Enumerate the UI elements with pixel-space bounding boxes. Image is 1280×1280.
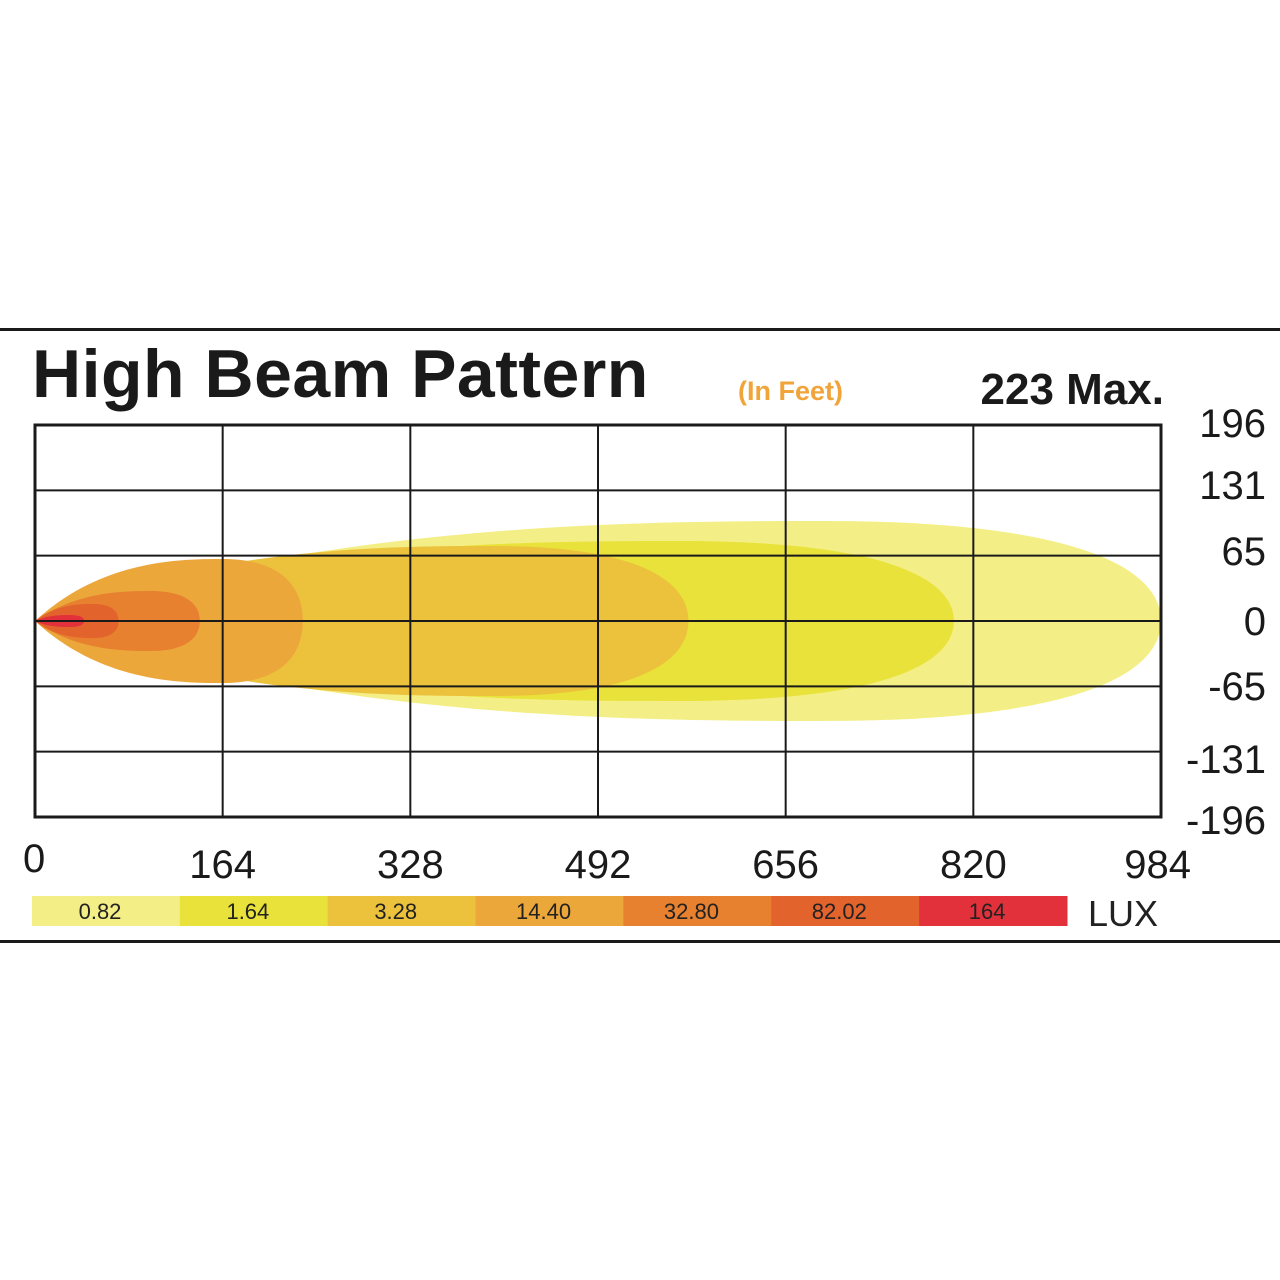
plot-grid: [33, 423, 1163, 819]
legend-unit: LUX: [1088, 893, 1158, 934]
axis-ticks: 0 164 328 492 656 820 984 196 131 65 0 -65 -131 -196: [23, 402, 1266, 887]
y-tick-label: 65: [1222, 530, 1267, 574]
legend-label: 3.28: [374, 899, 417, 924]
y-tick-label: -131: [1186, 738, 1266, 782]
legend-label: 14.40: [516, 899, 571, 924]
legend-label: 32.80: [664, 899, 719, 924]
x-tick-label: 328: [377, 843, 444, 887]
x-tick-label: 984: [1124, 843, 1191, 887]
legend-label: 82.02: [812, 899, 867, 924]
lux-legend: 0.82 1.64 3.28 14.40 32.80 82.02 164 LUX: [32, 893, 1158, 934]
legend-swatch: [179, 896, 329, 926]
x-tick-label: 656: [752, 843, 819, 887]
plot-frame: [33, 423, 1163, 819]
top-border-rule: [0, 328, 1280, 331]
y-tick-label: 196: [1199, 402, 1266, 446]
x-tick-label: 492: [565, 843, 632, 887]
legend-swatch: [475, 896, 624, 926]
legend-label: 164: [969, 899, 1006, 924]
y-tick-label: 131: [1199, 464, 1266, 508]
x-tick-label: 0: [23, 837, 45, 881]
max-distance-label: 223 Max.: [980, 365, 1164, 414]
legend-label: 0.82: [79, 899, 122, 924]
legend-swatch: [327, 896, 477, 926]
legend-swatch: [771, 896, 920, 926]
x-tick-label: 164: [189, 843, 256, 887]
legend-swatch: [623, 896, 772, 926]
chart-subtitle: (In Feet): [738, 376, 843, 406]
legend-swatch: [919, 896, 1068, 926]
y-tick-label: -196: [1186, 799, 1266, 843]
y-tick-label: 0: [1244, 600, 1266, 644]
chart-title: High Beam Pattern: [32, 336, 649, 412]
legend-swatch: [32, 896, 181, 926]
bottom-border-rule: [0, 940, 1280, 943]
x-tick-label: 820: [940, 843, 1007, 887]
y-tick-label: -65: [1208, 665, 1266, 709]
legend-label: 1.64: [226, 899, 269, 924]
